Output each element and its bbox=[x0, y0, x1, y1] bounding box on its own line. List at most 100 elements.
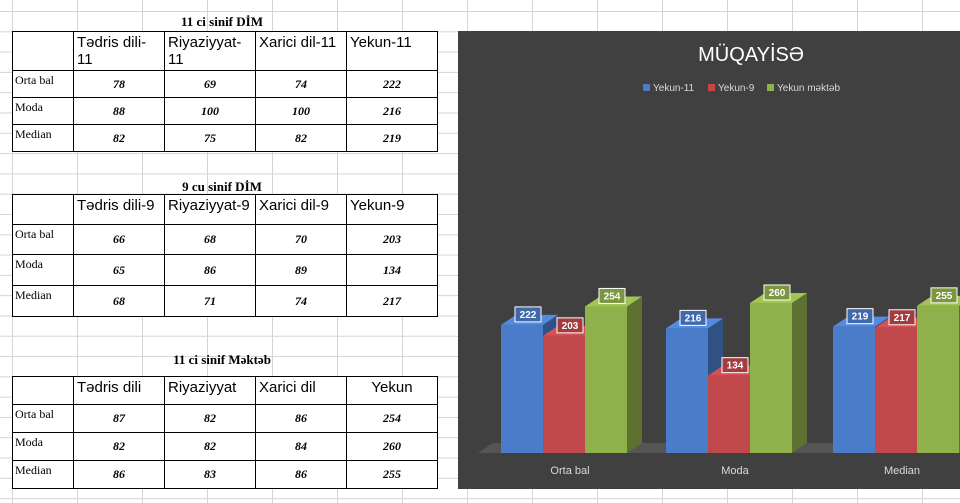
table-cell[interactable]: 86 bbox=[73, 460, 165, 489]
column-header[interactable]: Tədris dili-11 bbox=[73, 31, 165, 71]
row-label[interactable]: Median bbox=[12, 124, 74, 152]
data-label: 203 bbox=[562, 321, 579, 332]
table-corner-cell[interactable] bbox=[12, 31, 74, 71]
table-cell[interactable]: 68 bbox=[164, 224, 256, 255]
data-label: 216 bbox=[685, 313, 702, 324]
legend-swatch bbox=[708, 84, 715, 91]
bar bbox=[750, 302, 792, 453]
table-cell[interactable]: 255 bbox=[346, 460, 438, 489]
data-label-box bbox=[514, 306, 542, 323]
bar bbox=[501, 324, 543, 453]
table-cell[interactable]: 74 bbox=[255, 70, 347, 98]
comparison-chart[interactable]: MÜQAYİSƏ Yekun-11 Yekun-9 Yekun məktəb 222 20… bbox=[458, 31, 960, 489]
table-cell[interactable]: 82 bbox=[73, 432, 165, 461]
table-cell[interactable]: 89 bbox=[255, 254, 347, 286]
table-3-title: 11 ci sinif Məktəb bbox=[173, 352, 271, 367]
table-cell[interactable]: 82 bbox=[73, 124, 165, 152]
data-label-box bbox=[721, 357, 749, 374]
column-header[interactable]: Tədris dili-9 bbox=[73, 194, 165, 225]
table-cell[interactable]: 86 bbox=[255, 460, 347, 489]
bar bbox=[833, 326, 875, 453]
data-label-box bbox=[556, 317, 584, 334]
row-label[interactable]: Orta bal bbox=[12, 404, 74, 433]
category-label: Orta bal bbox=[550, 465, 589, 477]
row-label[interactable]: Orta bal bbox=[12, 70, 74, 98]
row-label[interactable]: Moda bbox=[12, 97, 74, 125]
table-cell[interactable]: 84 bbox=[255, 432, 347, 461]
bar bbox=[708, 375, 750, 453]
bar bbox=[585, 306, 627, 453]
column-header[interactable]: Yekun bbox=[346, 376, 438, 405]
legend-swatch bbox=[767, 84, 774, 91]
legend-label: Yekun məktəb bbox=[777, 83, 840, 94]
row-label[interactable]: Median bbox=[12, 285, 74, 317]
data-label: 260 bbox=[769, 288, 786, 299]
bar bbox=[543, 335, 585, 453]
table-cell[interactable]: 254 bbox=[346, 404, 438, 433]
table-cell[interactable]: 78 bbox=[73, 70, 165, 98]
table-cell[interactable]: 100 bbox=[255, 97, 347, 125]
column-header[interactable]: Riyaziyyat-11 bbox=[164, 31, 256, 71]
bar-side bbox=[792, 292, 807, 453]
table-cell[interactable]: 219 bbox=[346, 124, 438, 152]
table-cell[interactable]: 83 bbox=[164, 460, 256, 489]
table-cell[interactable]: 134 bbox=[346, 254, 438, 286]
row-label[interactable]: Median bbox=[12, 460, 74, 489]
table-cell[interactable]: 203 bbox=[346, 224, 438, 255]
data-label-box bbox=[846, 308, 874, 325]
bar bbox=[917, 305, 959, 453]
table-1-title: 11 ci sinif DİM bbox=[181, 14, 263, 29]
table-cell[interactable]: 75 bbox=[164, 124, 256, 152]
table-cell[interactable]: 88 bbox=[73, 97, 165, 125]
table-cell[interactable]: 260 bbox=[346, 432, 438, 461]
table-cell[interactable]: 70 bbox=[255, 224, 347, 255]
data-label-box bbox=[598, 287, 626, 304]
column-header[interactable]: Xarici dil-9 bbox=[255, 194, 347, 225]
chart-title: MÜQAYİSƏ bbox=[698, 43, 804, 66]
table-cell[interactable]: 82 bbox=[164, 404, 256, 433]
table-cell[interactable]: 216 bbox=[346, 97, 438, 125]
data-label-box bbox=[763, 284, 791, 301]
table-cell[interactable]: 100 bbox=[164, 97, 256, 125]
bar-side bbox=[627, 296, 642, 453]
table-cell[interactable]: 217 bbox=[346, 285, 438, 317]
column-header[interactable]: Xarici dil bbox=[255, 376, 347, 405]
row-label[interactable]: Moda bbox=[12, 432, 74, 461]
column-header[interactable]: Xarici dil-11 bbox=[255, 31, 347, 71]
table-cell[interactable]: 69 bbox=[164, 70, 256, 98]
table-9-dim: Tədris dili-9 Riyaziyyat-9 Xarici dil-9 … bbox=[12, 194, 438, 317]
data-label-box bbox=[930, 287, 958, 304]
table-cell[interactable]: 86 bbox=[255, 404, 347, 433]
legend-swatch bbox=[643, 84, 650, 91]
column-header[interactable]: Tədris dili bbox=[73, 376, 165, 405]
chart-canvas: MÜQAYİSƏ Yekun-11 Yekun-9 Yekun məktəb 222 20… bbox=[478, 43, 960, 477]
bar bbox=[666, 328, 708, 453]
column-header[interactable]: Riyaziyyat-9 bbox=[164, 194, 256, 225]
table-cell[interactable]: 82 bbox=[164, 432, 256, 461]
data-label: 222 bbox=[520, 310, 537, 321]
data-label: 255 bbox=[936, 291, 953, 302]
table-11-mekteb: Tədris dili Riyaziyyat Xarici dil Yekun … bbox=[12, 376, 438, 489]
table-cell[interactable]: 68 bbox=[73, 285, 165, 317]
table-cell[interactable]: 71 bbox=[164, 285, 256, 317]
table-corner-cell[interactable] bbox=[12, 194, 74, 225]
column-header[interactable]: Yekun-11 bbox=[346, 31, 438, 71]
table-2-title: 9 cu sinif DİM bbox=[182, 179, 262, 194]
table-cell[interactable]: 66 bbox=[73, 224, 165, 255]
table-cell[interactable]: 65 bbox=[73, 254, 165, 286]
table-cell[interactable]: 82 bbox=[255, 124, 347, 152]
category-label: Median bbox=[884, 465, 920, 477]
table-cell[interactable]: 86 bbox=[164, 254, 256, 286]
row-label[interactable]: Orta bal bbox=[12, 224, 74, 255]
table-corner-cell[interactable] bbox=[12, 376, 74, 405]
table-11-dim: Tədris dili-11 Riyaziyyat-11 Xarici dil-… bbox=[12, 31, 438, 152]
column-header[interactable]: Yekun-9 bbox=[346, 194, 438, 225]
table-cell[interactable]: 74 bbox=[255, 285, 347, 317]
bar bbox=[875, 327, 917, 453]
table-cell[interactable]: 222 bbox=[346, 70, 438, 98]
table-cell[interactable]: 87 bbox=[73, 404, 165, 433]
column-header[interactable]: Riyaziyyat bbox=[164, 376, 256, 405]
row-label[interactable]: Moda bbox=[12, 254, 74, 286]
legend-label: Yekun-11 bbox=[653, 83, 695, 94]
legend-label: Yekun-9 bbox=[718, 83, 755, 94]
